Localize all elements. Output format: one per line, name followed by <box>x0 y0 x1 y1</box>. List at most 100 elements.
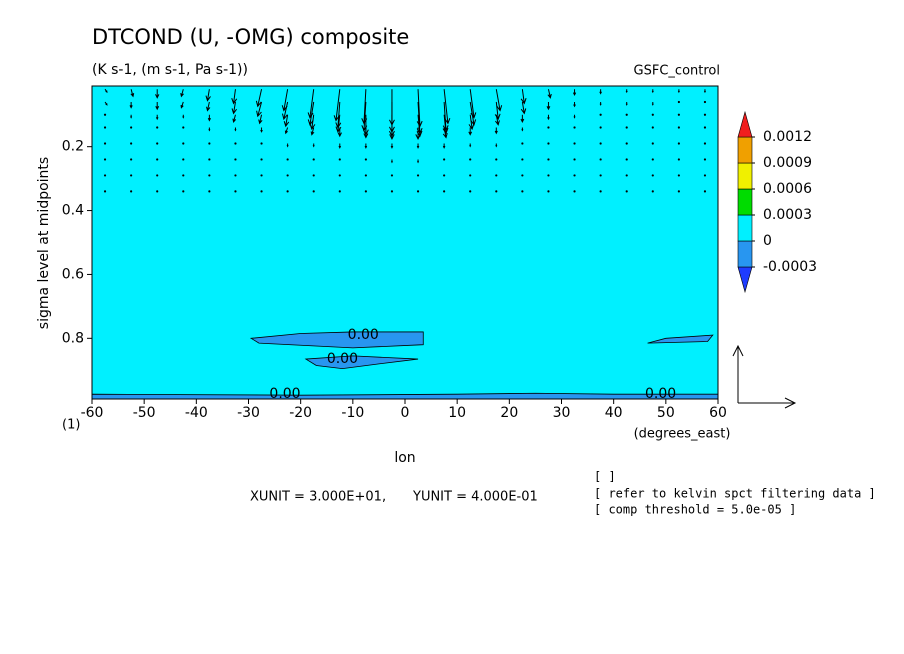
vector-dot <box>260 158 263 161</box>
vector-dot <box>625 190 628 193</box>
vector-dot <box>573 190 576 193</box>
vector-dot <box>182 142 185 145</box>
vector-dot <box>312 158 315 161</box>
vector-arrow <box>255 89 263 108</box>
vector-arrow <box>625 89 628 94</box>
vector-arrow <box>363 127 369 139</box>
vector-dot <box>130 126 133 129</box>
contour-label: 0.00 <box>645 386 676 402</box>
vector-dot <box>182 158 185 161</box>
vector-dot <box>234 190 237 193</box>
colorbar-box <box>737 214 753 242</box>
vector-dot <box>677 126 680 129</box>
vector-arrow <box>599 89 602 95</box>
x-tick-label: 40 <box>605 405 623 421</box>
vector-dot <box>677 174 680 177</box>
vector-arrow <box>130 89 135 98</box>
vector-dot <box>599 190 602 193</box>
x-tick-label: 10 <box>448 405 466 421</box>
x-tick-label: 50 <box>657 405 675 421</box>
vector-dot <box>547 190 550 193</box>
vector-dot <box>599 113 602 116</box>
vector-dot <box>312 174 315 177</box>
vector-arrow <box>206 101 211 112</box>
vector-arrow <box>468 114 475 131</box>
vector-dot <box>390 174 394 177</box>
vector-arrow <box>256 101 263 118</box>
vector-dot <box>547 174 550 177</box>
colorbar-label: 0.0012 <box>763 129 812 145</box>
vector-arrow <box>104 101 108 106</box>
vector-arrow <box>310 127 315 136</box>
x-units: (degrees_east) <box>634 427 731 442</box>
vector-arrow <box>520 89 527 105</box>
colorbar-label: 0.0006 <box>763 181 812 197</box>
vector-arrow <box>337 127 342 138</box>
colorbar-label: 0 <box>763 233 772 249</box>
x-tick-label: -60 <box>81 405 104 421</box>
vector-arrow <box>546 101 551 111</box>
vector-arrow <box>390 143 394 149</box>
vector-arrow <box>283 114 290 128</box>
contour-label: 0.00 <box>327 351 358 367</box>
vector-arrow <box>182 114 185 119</box>
vector-arrow <box>415 127 421 141</box>
vector-dot <box>286 174 289 177</box>
vector-arrow <box>495 143 498 148</box>
vector-dot <box>234 158 237 161</box>
vector-arrow <box>205 89 211 102</box>
colorbar-label: -0.0003 <box>763 259 817 275</box>
vector-arrow <box>520 114 525 123</box>
vector-dot <box>103 113 107 116</box>
vector-dot <box>130 158 133 161</box>
vector-dot <box>573 174 576 177</box>
vector-arrow <box>208 127 211 132</box>
note: [ refer to kelvin spct filtering data ] <box>594 487 876 501</box>
vector-dot <box>130 142 133 145</box>
vector-dot <box>625 113 628 116</box>
vector-dot <box>521 190 524 193</box>
vector-dot <box>625 126 628 129</box>
vector-arrow <box>155 114 159 121</box>
vector-dot <box>599 174 602 177</box>
vector-arrow <box>232 114 237 123</box>
vector-arrow <box>573 114 576 119</box>
colorbar-label: 0.0003 <box>763 207 812 223</box>
vector-arrow <box>651 101 654 106</box>
vector-dot <box>573 158 576 161</box>
vector-arrow <box>573 101 576 108</box>
vector-dot <box>677 158 680 161</box>
vector-arrow <box>338 143 342 149</box>
vector-dot <box>260 174 263 177</box>
vector-arrow <box>286 143 289 148</box>
x-tick-label: 20 <box>500 405 518 421</box>
vector-dot <box>103 158 107 161</box>
vector-dot <box>651 113 654 116</box>
vector-dot <box>156 126 159 129</box>
vector-dot <box>521 158 524 161</box>
vector-dot <box>495 174 498 177</box>
vector-arrow <box>312 143 315 148</box>
vector-arrow <box>703 89 706 94</box>
vector-dot <box>495 190 498 193</box>
vector-dot <box>286 158 289 161</box>
vector-arrow <box>180 89 184 98</box>
chart-title: DTCOND (U, -OMG) composite <box>92 25 409 49</box>
vector-dot <box>547 126 550 129</box>
contour-region <box>249 331 424 349</box>
vector-arrow <box>231 101 238 115</box>
vector-arrow <box>416 143 420 149</box>
vector-dot <box>364 190 367 193</box>
vector-dot <box>651 174 654 177</box>
vector-arrow <box>547 114 550 121</box>
vector-dot <box>547 158 550 161</box>
vector-arrow <box>442 114 449 135</box>
x-tick-label: -50 <box>133 405 156 421</box>
vector-dot <box>469 174 472 177</box>
vector-dot <box>390 190 394 193</box>
plot-background <box>92 86 718 399</box>
vector-dot <box>495 158 498 161</box>
contour-region <box>304 355 419 370</box>
vector-arrow <box>104 88 108 93</box>
